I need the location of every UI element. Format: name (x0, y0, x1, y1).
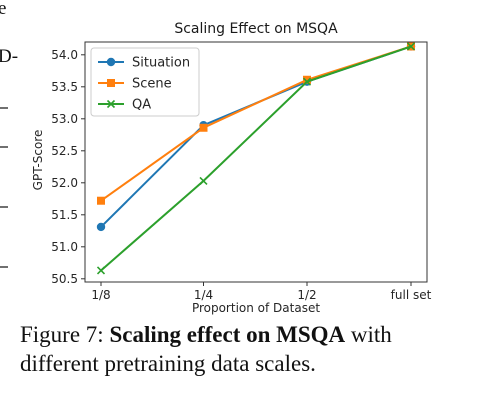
chart-title: Scaling Effect on MSQA (174, 21, 338, 37)
x-tick-label: 1/8 (91, 288, 110, 302)
legend-label: Situation (132, 56, 190, 71)
data-point (97, 196, 105, 205)
y-tick-label: 54.0 (51, 48, 78, 62)
legend-entry: QA (98, 98, 151, 113)
edge-fragment-1: e (0, 0, 6, 19)
series-qa (96, 42, 416, 275)
x-tick-label: full set (391, 288, 432, 302)
legend-entry: Situation (98, 56, 190, 71)
y-tick-label: 50.5 (51, 272, 78, 286)
y-axis-label-wrap: GPT-Score (31, 130, 45, 191)
legend-box (90, 47, 200, 117)
legend-marker (106, 99, 116, 109)
legend: Situation Scene QA (90, 47, 200, 117)
legend-marker (106, 57, 116, 67)
data-point (303, 75, 311, 84)
plot-frame (84, 41, 428, 283)
data-point (96, 222, 106, 232)
chart: e D- Scaling Effect on MSQA GPT-Score Pr… (0, 0, 432, 315)
legend-entry: Scene (98, 77, 172, 92)
series-group (96, 42, 416, 275)
data-point (302, 77, 312, 86)
x-ticks: 1/8 1/4 1/2 full set (91, 282, 432, 302)
edge-fragment-2: D- (0, 46, 18, 67)
caption-bold: Scaling effect on MSQA (109, 322, 346, 347)
data-point (406, 42, 416, 51)
left-edge-fragments: e D- (0, 0, 18, 268)
data-point (199, 176, 208, 185)
y-tick-label: 53.5 (51, 80, 78, 94)
y-tick-label: 52.0 (51, 176, 78, 190)
x-tick-label: 1/4 (194, 288, 213, 302)
y-tick-label: 51.0 (51, 240, 78, 254)
data-point (96, 266, 106, 275)
legend-label: Scene (132, 77, 172, 92)
figure-caption: Figure 7: Scaling effect on MSQA with di… (20, 320, 470, 378)
x-axis-label: Proportion of Dataset (192, 301, 320, 315)
x-tick-label: 1/2 (297, 288, 316, 302)
y-tick-label: 52.5 (51, 144, 78, 158)
data-point (199, 123, 208, 132)
series-line (100, 45, 412, 272)
y-axis-label: GPT-Score (31, 130, 45, 191)
caption-label: Figure 7: (20, 322, 110, 347)
legend-label: QA (132, 98, 151, 113)
y-ticks: 50.5 51.0 51.5 52.0 52.5 53.0 53.5 54.0 (51, 48, 85, 286)
y-tick-label: 53.0 (51, 112, 78, 126)
y-tick-label: 51.5 (51, 208, 78, 222)
caption-rest: with different pretraining data scales. (20, 322, 392, 376)
legend-marker (107, 79, 115, 87)
